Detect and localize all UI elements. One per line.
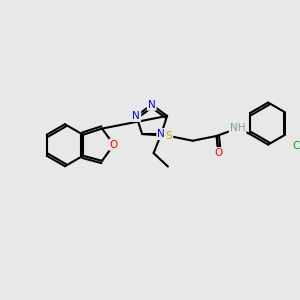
Text: Cl: Cl: [292, 140, 300, 151]
Text: O: O: [110, 140, 118, 150]
Text: N: N: [132, 111, 140, 121]
Text: NH: NH: [230, 123, 245, 133]
Text: O: O: [214, 148, 223, 158]
Text: N: N: [148, 100, 156, 110]
Text: N: N: [157, 129, 165, 139]
Text: S: S: [166, 131, 172, 141]
